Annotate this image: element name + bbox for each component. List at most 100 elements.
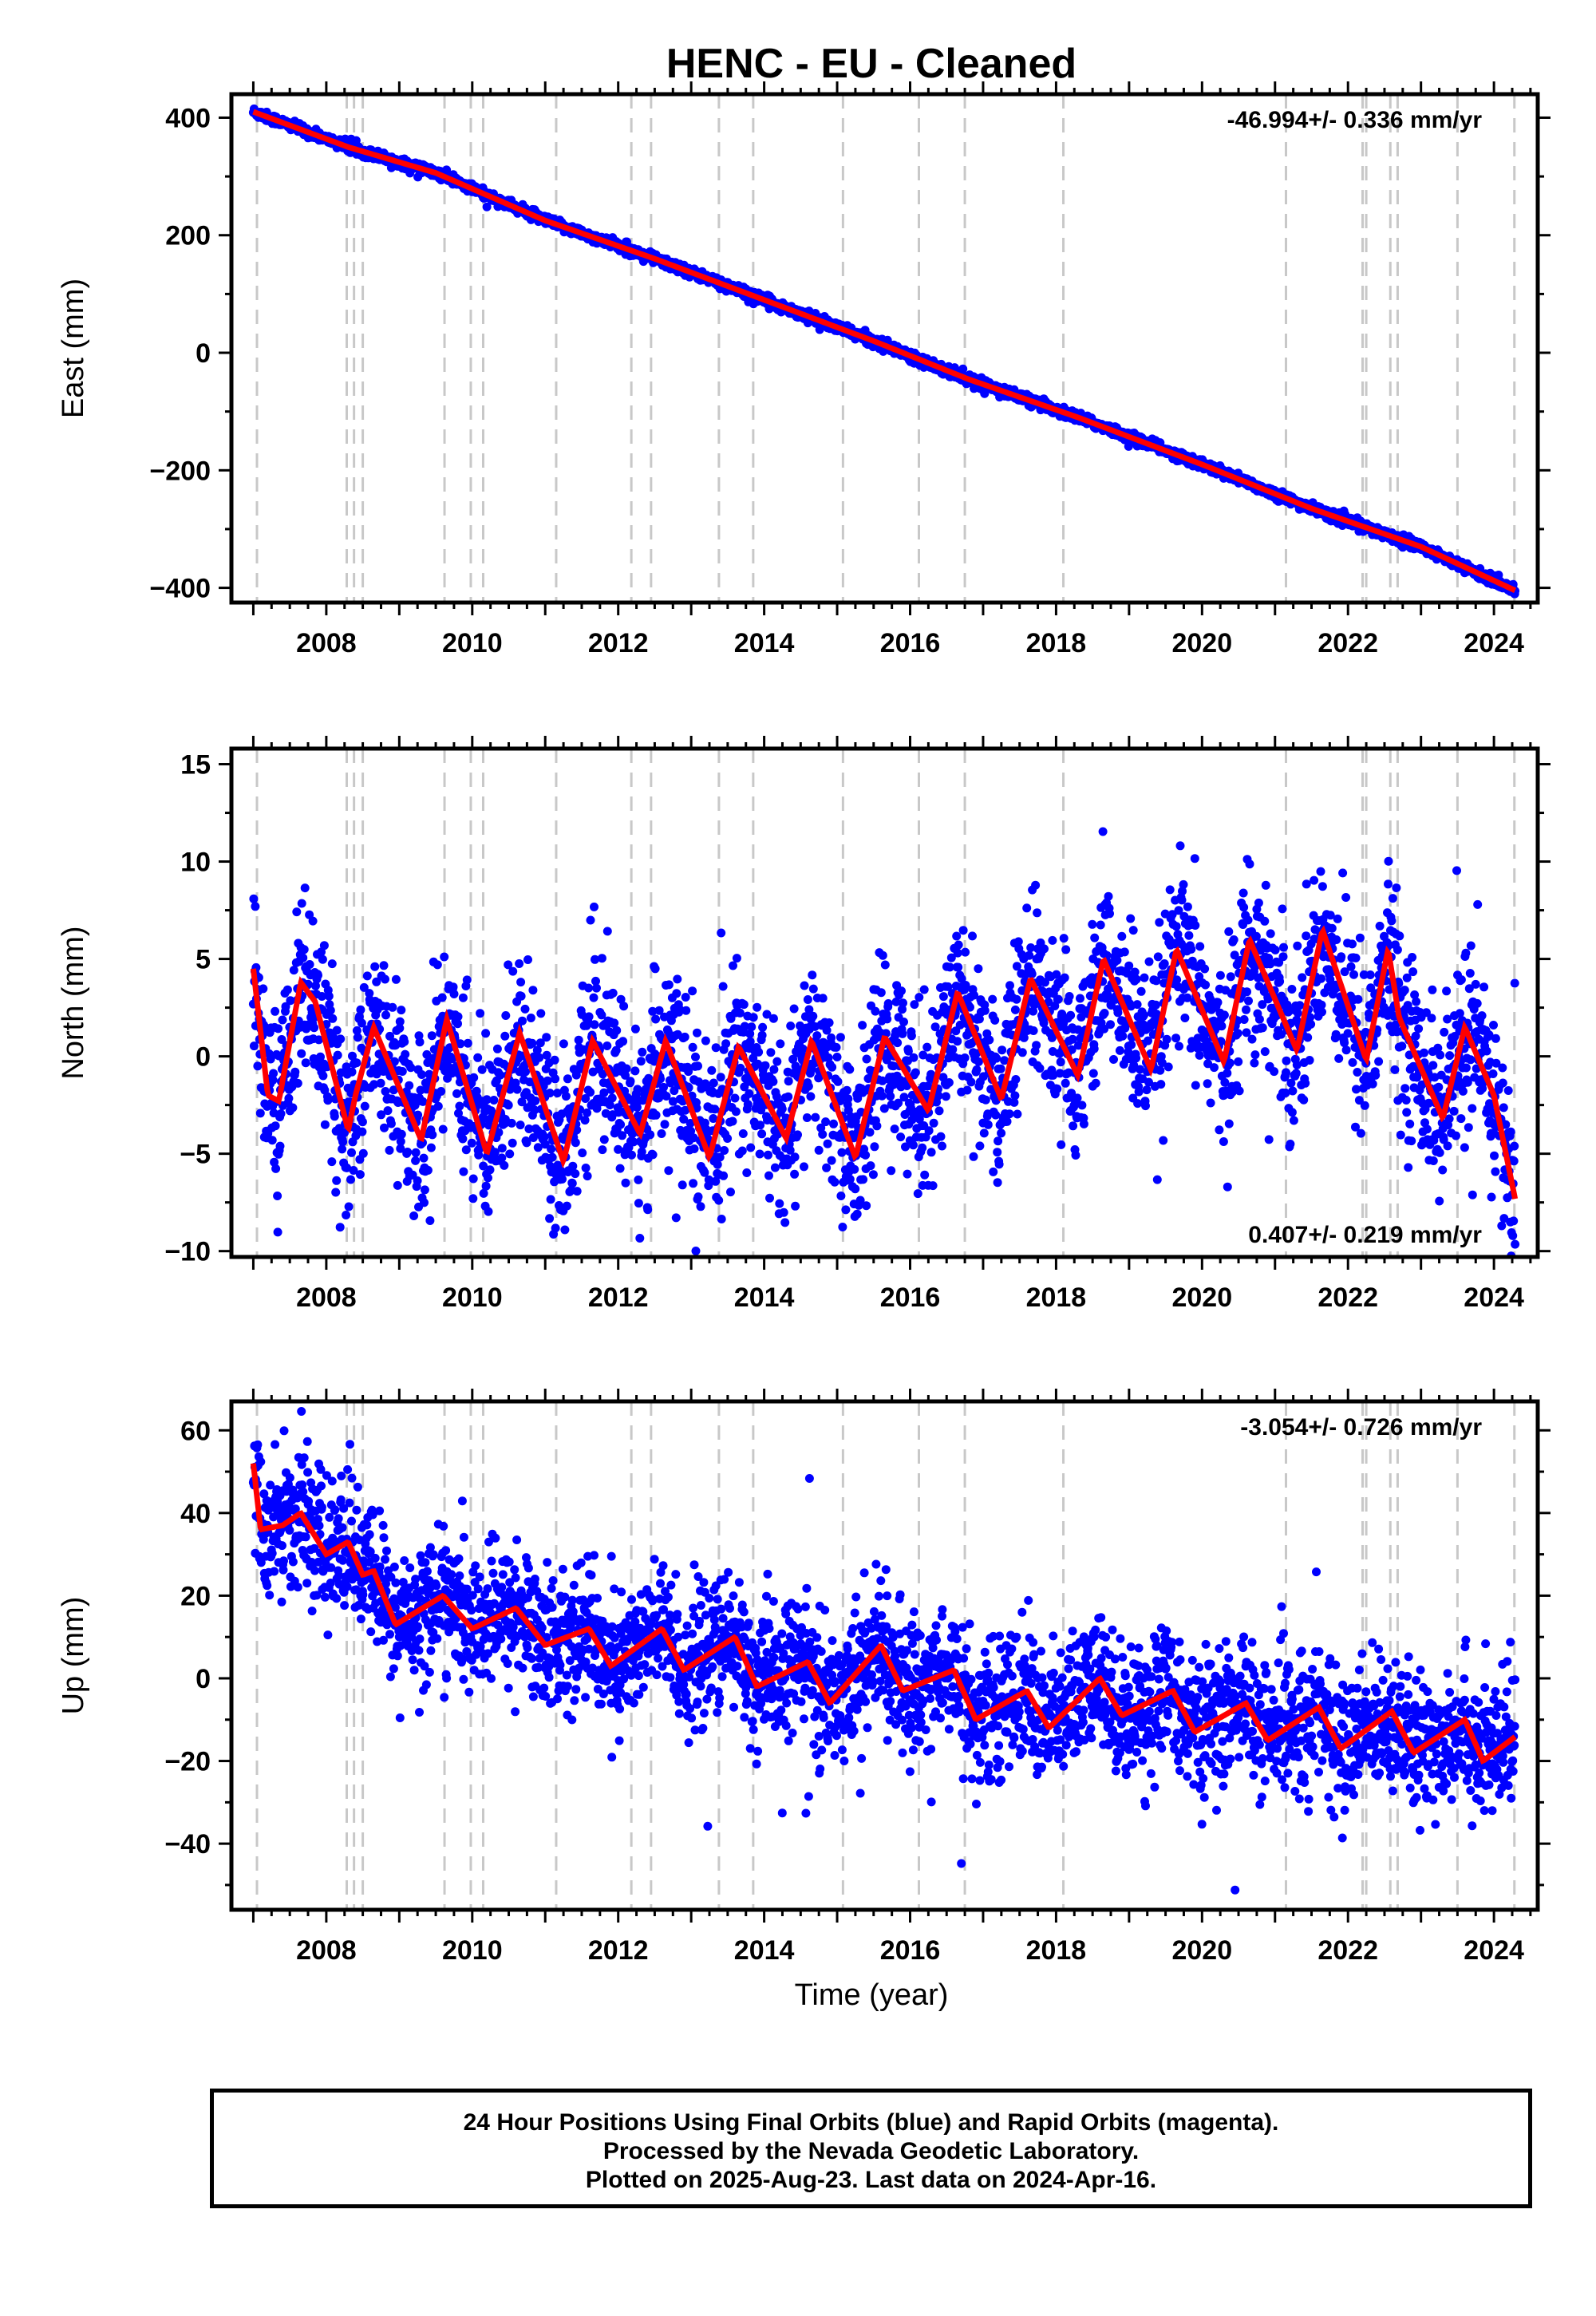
data-point [643,1205,653,1215]
data-point [812,1031,822,1041]
data-point [584,1012,594,1022]
data-point [426,1143,436,1152]
data-point [500,1031,510,1041]
data-point [423,1165,433,1175]
data-point [497,1153,507,1163]
data-point [318,954,327,964]
data-point [627,1150,636,1160]
data-point [716,1073,725,1082]
data-point [754,1047,764,1057]
data-point [528,986,538,995]
data-point [634,1199,643,1208]
data-point [680,1032,689,1041]
data-point [271,1164,281,1173]
data-point [370,962,380,971]
data-point [274,1024,283,1034]
data-point [672,989,681,998]
data-point [610,1018,619,1028]
data-point [770,1163,780,1172]
data-point [332,1026,342,1035]
data-point [764,1171,773,1180]
data-point [562,1201,571,1211]
data-point [651,1110,661,1120]
data-point [719,1171,729,1180]
data-point [597,954,606,963]
data-point [347,1067,357,1077]
data-point [832,1042,841,1052]
data-point [838,1223,847,1231]
data-point [269,1069,279,1078]
data-point [381,974,389,984]
data-point [735,1008,745,1018]
data-point [293,1078,302,1088]
data-point [253,1061,263,1071]
data-point [346,1175,355,1184]
data-point [352,1058,361,1068]
data-point [862,1201,871,1211]
data-point [326,1006,335,1015]
data-point [756,1120,765,1130]
data-point [784,1077,793,1086]
data-point [358,1117,367,1127]
data-point [671,1213,681,1223]
data-point [736,1063,745,1073]
data-point [388,1002,397,1012]
data-point [830,1177,839,1187]
data-point [590,1020,599,1030]
y-axis-label: East (mm) [57,279,90,418]
data-point [821,1117,831,1127]
data-point [828,1062,837,1072]
data-point [338,1137,348,1147]
data-point [832,1053,842,1061]
data-point [583,1172,592,1181]
data-point [320,1120,330,1129]
data-point [333,1050,342,1060]
data-point [800,1162,808,1172]
data-point [747,1022,757,1032]
data-point [542,1033,551,1042]
data-point [319,941,329,951]
data-point [476,1009,485,1018]
data-point [681,993,690,1002]
data-point [300,883,310,893]
data-point [827,1033,836,1042]
data-point [542,1050,551,1060]
data-point [535,1053,544,1062]
data-point [411,1156,421,1165]
data-point [586,915,595,925]
data-point [290,1067,300,1077]
data-point [391,974,401,984]
x-tick-label: 2024 [1464,628,1524,658]
data-point [550,1055,559,1065]
data-point [760,1061,770,1070]
data-point [634,1175,643,1184]
data-point [255,1109,265,1118]
data-point [637,1147,646,1156]
x-tick-label: 2014 [734,628,795,658]
data-point [772,1057,782,1066]
data-point [583,1108,592,1117]
data-point [271,1006,280,1016]
data-point [574,1035,583,1045]
data-point [779,1207,788,1217]
y-tick-label: 0 [196,338,211,369]
data-point [383,1106,393,1116]
data-point [481,1029,491,1038]
data-point [789,1004,799,1014]
data-point [714,1196,724,1205]
panel-north: 2008 2010 2012 2014 2016 2018 2020 2022 2024−10−… [57,736,1551,1313]
data-point [273,1227,282,1237]
data-point [419,1153,429,1163]
data-point [406,1063,416,1073]
data-point [327,959,337,969]
data-point [681,1006,691,1015]
data-point [608,988,618,998]
data-point [765,1193,774,1203]
data-point [336,1034,346,1044]
data-point [482,202,492,211]
data-point [401,1049,410,1059]
data-point [730,1093,740,1103]
data-point [784,1092,793,1101]
data-point [865,1128,875,1137]
